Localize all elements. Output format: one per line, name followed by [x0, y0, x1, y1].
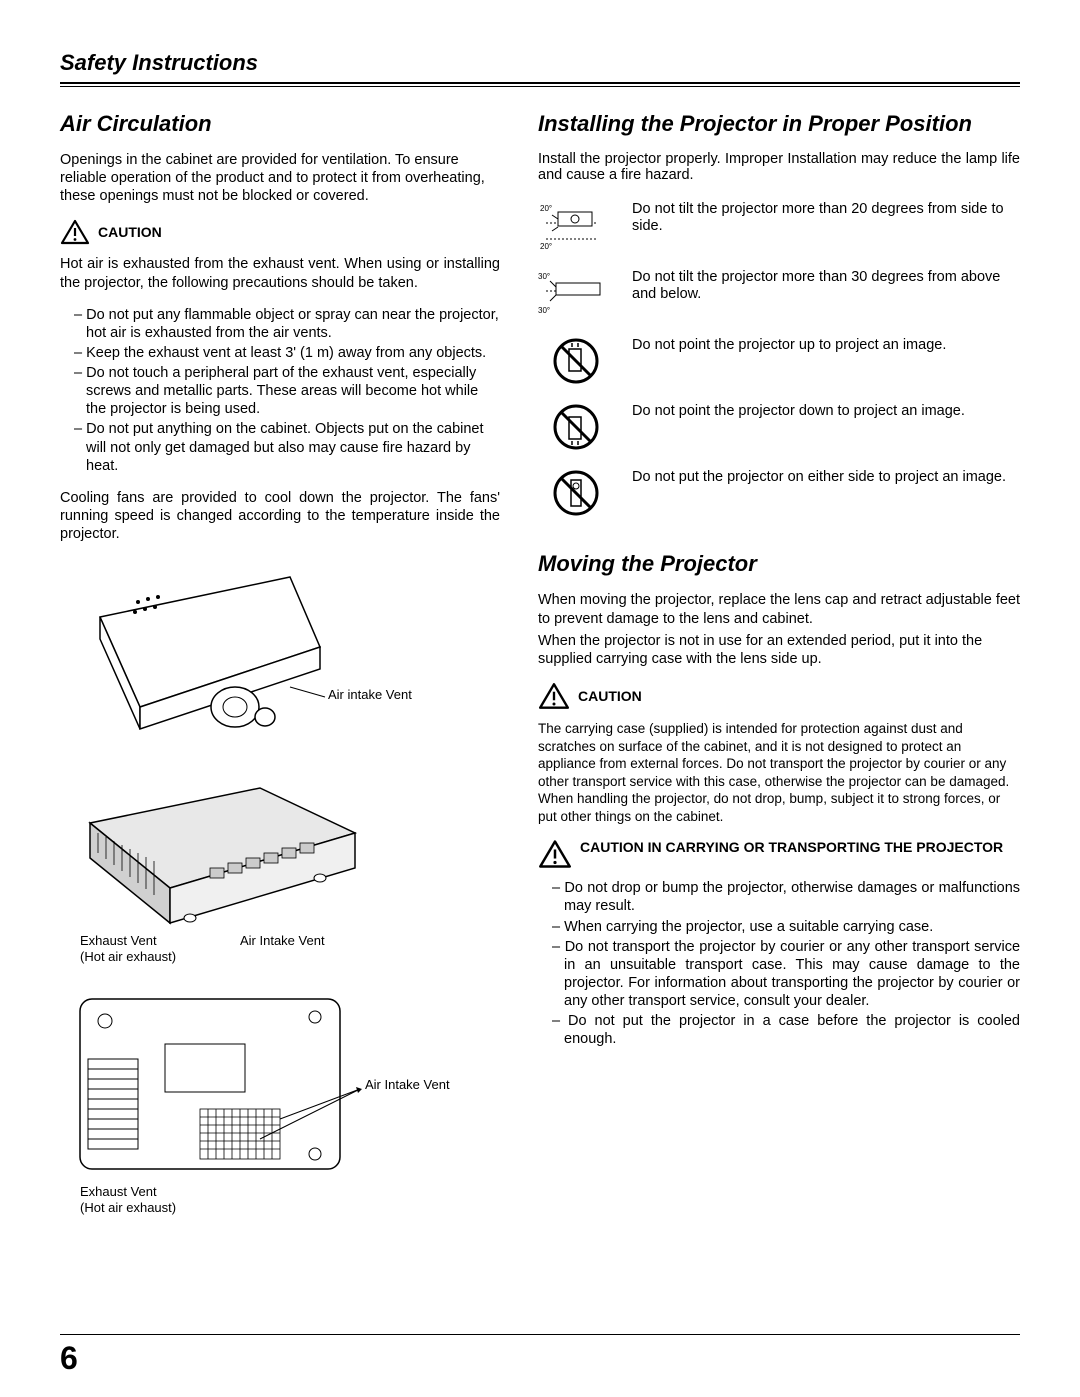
- projector-top-svg: [60, 557, 360, 757]
- list-item: Do not drop or bump the projector, other…: [552, 879, 1020, 915]
- prohibit-down-icon: [538, 403, 614, 451]
- moving-p1: When moving the projector, replace the l…: [538, 591, 1020, 627]
- precaution-list: Do not put any flammable object or spray…: [60, 306, 500, 475]
- right-column: Installing the Projector in Proper Posit…: [538, 111, 1020, 1225]
- two-column-layout: Air Circulation Openings in the cabinet …: [60, 111, 1020, 1225]
- install-text: Do not put the projector on either side …: [632, 469, 1020, 486]
- prohibit-up-icon: [538, 337, 614, 385]
- moving-heading: Moving the Projector: [538, 551, 1020, 577]
- list-item: Do not put anything on the cabinet. Obje…: [74, 420, 500, 474]
- warning-icon: [60, 219, 90, 245]
- caution-label: CAUTION: [578, 688, 642, 704]
- install-row-point-down: Do not point the projector down to proje…: [538, 403, 1020, 451]
- warning-icon: [538, 682, 570, 710]
- air-intake-label-mid: Air Intake Vent: [240, 933, 325, 948]
- svg-text:20°: 20°: [540, 242, 552, 251]
- page-header: Safety Instructions: [60, 50, 1020, 84]
- projector-bottom-svg: [60, 989, 400, 1189]
- caution-row-moving: CAUTION: [538, 682, 1020, 710]
- transport-list: Do not drop or bump the projector, other…: [538, 879, 1020, 1048]
- install-text: Do not point the projector down to proje…: [632, 403, 1020, 420]
- page-number: 6: [60, 1340, 78, 1377]
- air-intake-label-bot: Air Intake Vent: [365, 1077, 450, 1092]
- svg-text:30°: 30°: [538, 306, 550, 315]
- install-text: Do not tilt the projector more than 30 d…: [632, 269, 1020, 302]
- caution-intro: Hot air is exhausted from the exhaust ve…: [60, 255, 500, 291]
- install-heading: Installing the Projector in Proper Posit…: [538, 111, 1020, 137]
- caution-transport-label: CAUTION IN CARRYING OR TRANSPORTING THE …: [580, 839, 1003, 856]
- exhaust-vent-label-mid: Exhaust Vent: [80, 933, 157, 948]
- warning-icon: [538, 839, 572, 869]
- list-item: Keep the exhaust vent at least 3' (1 m) …: [74, 344, 500, 362]
- projector-bottom-diagram: Air Intake Vent Exhaust Vent (Hot air ex…: [60, 989, 500, 1209]
- install-row-point-up: Do not point the projector up to project…: [538, 337, 1020, 385]
- footer-rule: [60, 1334, 1020, 1335]
- list-item: When carrying the projector, use a suita…: [552, 918, 1020, 936]
- install-text: Do not tilt the projector more than 20 d…: [632, 201, 1020, 234]
- tilt-vert-icon: 30° 30°: [538, 269, 614, 319]
- moving-p2: When the projector is not in use for an …: [538, 632, 1020, 668]
- tilt-side-icon: 20° 20°: [538, 201, 614, 251]
- air-circulation-intro: Openings in the cabinet are provided for…: [60, 151, 500, 205]
- caution-label: CAUTION: [98, 224, 162, 240]
- caution-transport-row: CAUTION IN CARRYING OR TRANSPORTING THE …: [538, 839, 1020, 869]
- projector-top-diagram: Air intake Vent: [60, 557, 500, 757]
- list-item: Do not put any flammable object or spray…: [74, 306, 500, 342]
- list-item: Do not transport the projector by courie…: [552, 938, 1020, 1011]
- install-intro: Install the projector properly. Improper…: [538, 151, 1020, 183]
- left-column: Air Circulation Openings in the cabinet …: [60, 111, 500, 1225]
- caution-body: The carrying case (supplied) is intended…: [538, 720, 1020, 825]
- svg-text:20°: 20°: [540, 204, 552, 213]
- cooling-text: Cooling fans are provided to cool down t…: [60, 489, 500, 543]
- exhaust-vent-label-bot2: (Hot air exhaust): [80, 1200, 176, 1215]
- svg-text:30°: 30°: [538, 272, 550, 281]
- header-rule: [60, 86, 1020, 87]
- prohibit-side-icon: [538, 469, 614, 517]
- install-text: Do not point the projector up to project…: [632, 337, 1020, 354]
- caution-row: CAUTION: [60, 219, 500, 245]
- air-circulation-heading: Air Circulation: [60, 111, 500, 137]
- list-item: Do not touch a peripheral part of the ex…: [74, 364, 500, 418]
- install-row-on-side: Do not put the projector on either side …: [538, 469, 1020, 517]
- install-row-tilt-vert: 30° 30° Do not tilt the projector more t…: [538, 269, 1020, 319]
- list-item: Do not put the projector in a case befor…: [552, 1012, 1020, 1048]
- install-row-tilt-side: 20° 20° Do not tilt the projector more t…: [538, 201, 1020, 251]
- projector-rear-svg: [60, 773, 380, 943]
- exhaust-vent-label-bot: Exhaust Vent: [80, 1184, 157, 1199]
- air-intake-label-top: Air intake Vent: [328, 687, 412, 702]
- exhaust-vent-label-mid2: (Hot air exhaust): [80, 949, 176, 964]
- projector-rear-diagram: Exhaust Vent (Hot air exhaust) Air Intak…: [60, 773, 500, 963]
